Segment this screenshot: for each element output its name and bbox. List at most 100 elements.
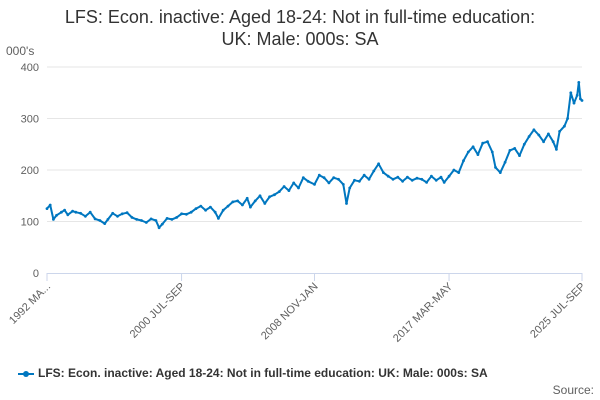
data-point[interactable]: [144, 221, 148, 224]
data-point[interactable]: [481, 141, 485, 145]
data-point[interactable]: [430, 174, 433, 178]
data-point[interactable]: [527, 135, 531, 138]
data-point[interactable]: [367, 177, 371, 181]
data-point[interactable]: [66, 213, 70, 217]
data-point[interactable]: [301, 176, 305, 180]
data-point[interactable]: [135, 218, 139, 221]
data-point[interactable]: [180, 212, 184, 216]
data-point[interactable]: [277, 190, 281, 194]
data-point[interactable]: [297, 186, 300, 190]
data-point[interactable]: [103, 222, 107, 226]
data-point[interactable]: [327, 181, 331, 185]
data-point[interactable]: [245, 196, 249, 200]
data-point[interactable]: [93, 217, 97, 221]
data-point[interactable]: [98, 219, 102, 222]
data-point[interactable]: [231, 200, 235, 204]
data-point[interactable]: [241, 203, 244, 207]
data-point[interactable]: [345, 202, 348, 205]
data-point[interactable]: [466, 150, 470, 154]
data-point[interactable]: [513, 147, 517, 150]
data-point[interactable]: [551, 140, 555, 144]
data-point[interactable]: [74, 210, 78, 214]
data-point[interactable]: [337, 177, 340, 181]
data-point[interactable]: [362, 173, 366, 177]
data-point[interactable]: [149, 217, 153, 221]
data-point[interactable]: [377, 162, 380, 166]
data-point[interactable]: [353, 178, 356, 182]
data-point[interactable]: [522, 142, 526, 146]
data-point[interactable]: [175, 216, 179, 219]
data-point[interactable]: [439, 175, 443, 179]
data-point[interactable]: [420, 177, 424, 181]
data-point[interactable]: [457, 171, 461, 175]
data-point[interactable]: [569, 91, 573, 95]
data-point[interactable]: [170, 218, 174, 221]
data-point[interactable]: [221, 208, 225, 212]
data-point[interactable]: [199, 204, 203, 208]
data-point[interactable]: [348, 186, 352, 190]
data-point[interactable]: [317, 173, 321, 177]
legend[interactable]: LFS: Econ. inactive: Aged 18-24: Not in …: [18, 366, 488, 380]
data-point[interactable]: [116, 214, 119, 218]
data-point[interactable]: [60, 210, 63, 214]
data-point[interactable]: [406, 175, 409, 179]
data-point[interactable]: [447, 174, 451, 178]
data-point[interactable]: [253, 199, 257, 203]
data-point[interactable]: [263, 202, 267, 205]
data-point[interactable]: [486, 140, 489, 144]
data-point[interactable]: [282, 185, 286, 188]
data-point[interactable]: [498, 171, 502, 175]
data-point[interactable]: [503, 160, 507, 164]
data-point[interactable]: [547, 132, 550, 136]
data-point[interactable]: [313, 183, 316, 186]
data-point[interactable]: [79, 211, 82, 215]
data-point[interactable]: [555, 148, 558, 151]
data-point[interactable]: [292, 181, 296, 185]
data-point[interactable]: [55, 213, 58, 217]
data-point[interactable]: [120, 212, 124, 216]
data-point[interactable]: [189, 210, 193, 214]
data-point[interactable]: [391, 177, 395, 181]
data-point[interactable]: [575, 93, 579, 97]
data-point[interactable]: [537, 133, 541, 137]
data-point[interactable]: [471, 145, 475, 149]
data-point[interactable]: [372, 169, 376, 173]
data-point[interactable]: [580, 99, 584, 102]
data-point[interactable]: [442, 181, 446, 184]
data-point[interactable]: [287, 189, 291, 193]
data-point[interactable]: [130, 216, 134, 219]
data-point[interactable]: [106, 218, 110, 221]
data-point[interactable]: [508, 149, 512, 152]
data-point[interactable]: [273, 193, 276, 197]
data-point[interactable]: [185, 212, 188, 216]
data-point[interactable]: [577, 81, 581, 84]
data-point[interactable]: [48, 203, 52, 207]
data-point[interactable]: [410, 178, 414, 182]
data-point[interactable]: [558, 130, 561, 133]
data-point[interactable]: [258, 194, 262, 198]
data-point[interactable]: [209, 205, 212, 209]
data-point[interactable]: [165, 217, 169, 220]
data-point[interactable]: [157, 226, 161, 230]
data-point[interactable]: [268, 195, 271, 199]
data-point[interactable]: [532, 128, 536, 132]
data-point[interactable]: [358, 179, 361, 183]
data-point[interactable]: [154, 219, 158, 222]
data-point[interactable]: [322, 176, 326, 180]
data-point[interactable]: [111, 211, 115, 215]
data-point[interactable]: [125, 211, 129, 215]
data-point[interactable]: [194, 207, 198, 211]
data-point[interactable]: [71, 209, 74, 213]
data-point[interactable]: [236, 199, 240, 203]
data-point[interactable]: [494, 166, 497, 169]
data-point[interactable]: [84, 214, 87, 218]
data-point[interactable]: [213, 210, 217, 214]
data-point[interactable]: [462, 159, 465, 163]
data-point[interactable]: [341, 183, 345, 186]
data-point[interactable]: [382, 171, 385, 175]
data-point[interactable]: [563, 124, 566, 128]
data-point[interactable]: [160, 222, 164, 226]
data-point[interactable]: [476, 153, 480, 157]
data-point[interactable]: [217, 217, 220, 220]
data-point[interactable]: [226, 204, 230, 208]
